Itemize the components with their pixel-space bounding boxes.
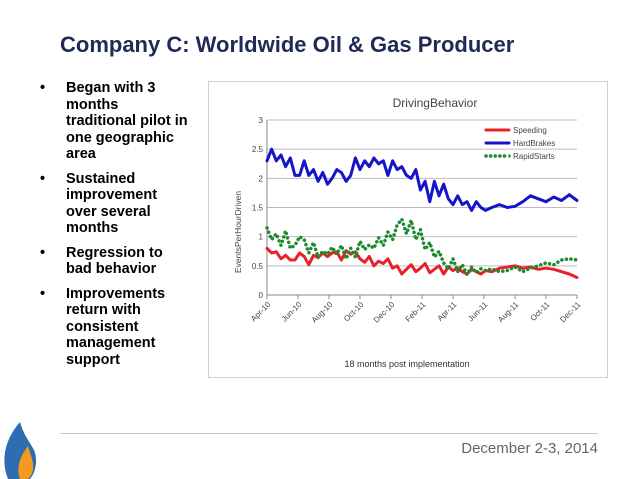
y-tick-label: 1 xyxy=(259,233,264,242)
x-tick-label: Oct-11 xyxy=(528,300,551,323)
x-tick-label: Oct-10 xyxy=(342,300,366,324)
bullet-list: • Began with 3 months traditional pilot i… xyxy=(40,80,190,376)
bullet-text: Improvements return with consistent mana… xyxy=(66,286,165,368)
y-tick-label: 0.5 xyxy=(252,262,264,271)
slide-title: Company C: Worldwide Oil & Gas Producer xyxy=(60,32,514,58)
y-tick-label: 3 xyxy=(259,116,264,125)
y-tick-label: 2.5 xyxy=(252,145,264,154)
bullet-item: • Sustained improvement over several mont… xyxy=(40,171,190,237)
x-tick-label: Apr-11 xyxy=(435,300,458,323)
footer-date: December 2-3, 2014 xyxy=(461,440,598,457)
bullet-icon: • xyxy=(40,171,45,188)
legend-label: RapidStarts xyxy=(513,152,555,161)
x-tick-label: Aug-10 xyxy=(310,300,335,325)
bullet-item: • Began with 3 months traditional pilot i… xyxy=(40,80,190,163)
y-axis-label: EventsPerHourDriven xyxy=(233,191,243,273)
x-tick-label: Feb-11 xyxy=(404,300,428,324)
driving-behavior-chart: DrivingBehavior 0 0.5 1 1.5 2 2.5 3 A… xyxy=(209,82,607,377)
y-tick-label: 1.5 xyxy=(252,204,264,213)
chart-legend: Speeding HardBrakes RapidStarts xyxy=(486,126,555,161)
x-tick-label: Dec-10 xyxy=(372,300,397,325)
x-tick-label: Dec-11 xyxy=(558,300,583,325)
bullet-icon: • xyxy=(40,286,45,303)
bullet-item: • Regression to bad behavior xyxy=(40,245,190,278)
y-tick-label: 0 xyxy=(259,291,264,300)
y-tick-labels: 0 0.5 1 1.5 2 2.5 3 xyxy=(252,116,264,300)
legend-label: Speeding xyxy=(513,126,547,135)
x-tick-labels: Apr-10 Jun-10 Aug-10 Oct-10 Dec-10 Feb-1… xyxy=(249,300,583,325)
x-tick-label: Apr-10 xyxy=(249,300,273,324)
y-tick-label: 2 xyxy=(259,174,264,183)
bullet-text: Began with 3 months traditional pilot in… xyxy=(66,80,188,162)
bullet-text: Sustained improvement over several month… xyxy=(66,171,157,237)
bullet-icon: • xyxy=(40,245,45,262)
chart-title: DrivingBehavior xyxy=(393,96,478,110)
bullet-icon: • xyxy=(40,80,45,97)
series-line xyxy=(267,248,577,277)
bullet-text: Regression to bad behavior xyxy=(66,245,163,278)
footer-divider xyxy=(60,433,598,434)
flame-drop-logo-icon xyxy=(0,380,60,479)
bullet-item: • Improvements return with consistent man… xyxy=(40,286,190,369)
x-tick-label: Jun-10 xyxy=(280,300,304,324)
chart-frame: DrivingBehavior 0 0.5 1 1.5 2 2.5 3 A… xyxy=(208,81,608,378)
x-tick-label: Aug-11 xyxy=(496,300,521,325)
legend-label: HardBrakes xyxy=(513,139,555,148)
chart-series xyxy=(267,149,577,277)
x-axis-note: 18 months post implementation xyxy=(344,359,469,369)
x-tick-label: Jun-11 xyxy=(466,300,490,324)
